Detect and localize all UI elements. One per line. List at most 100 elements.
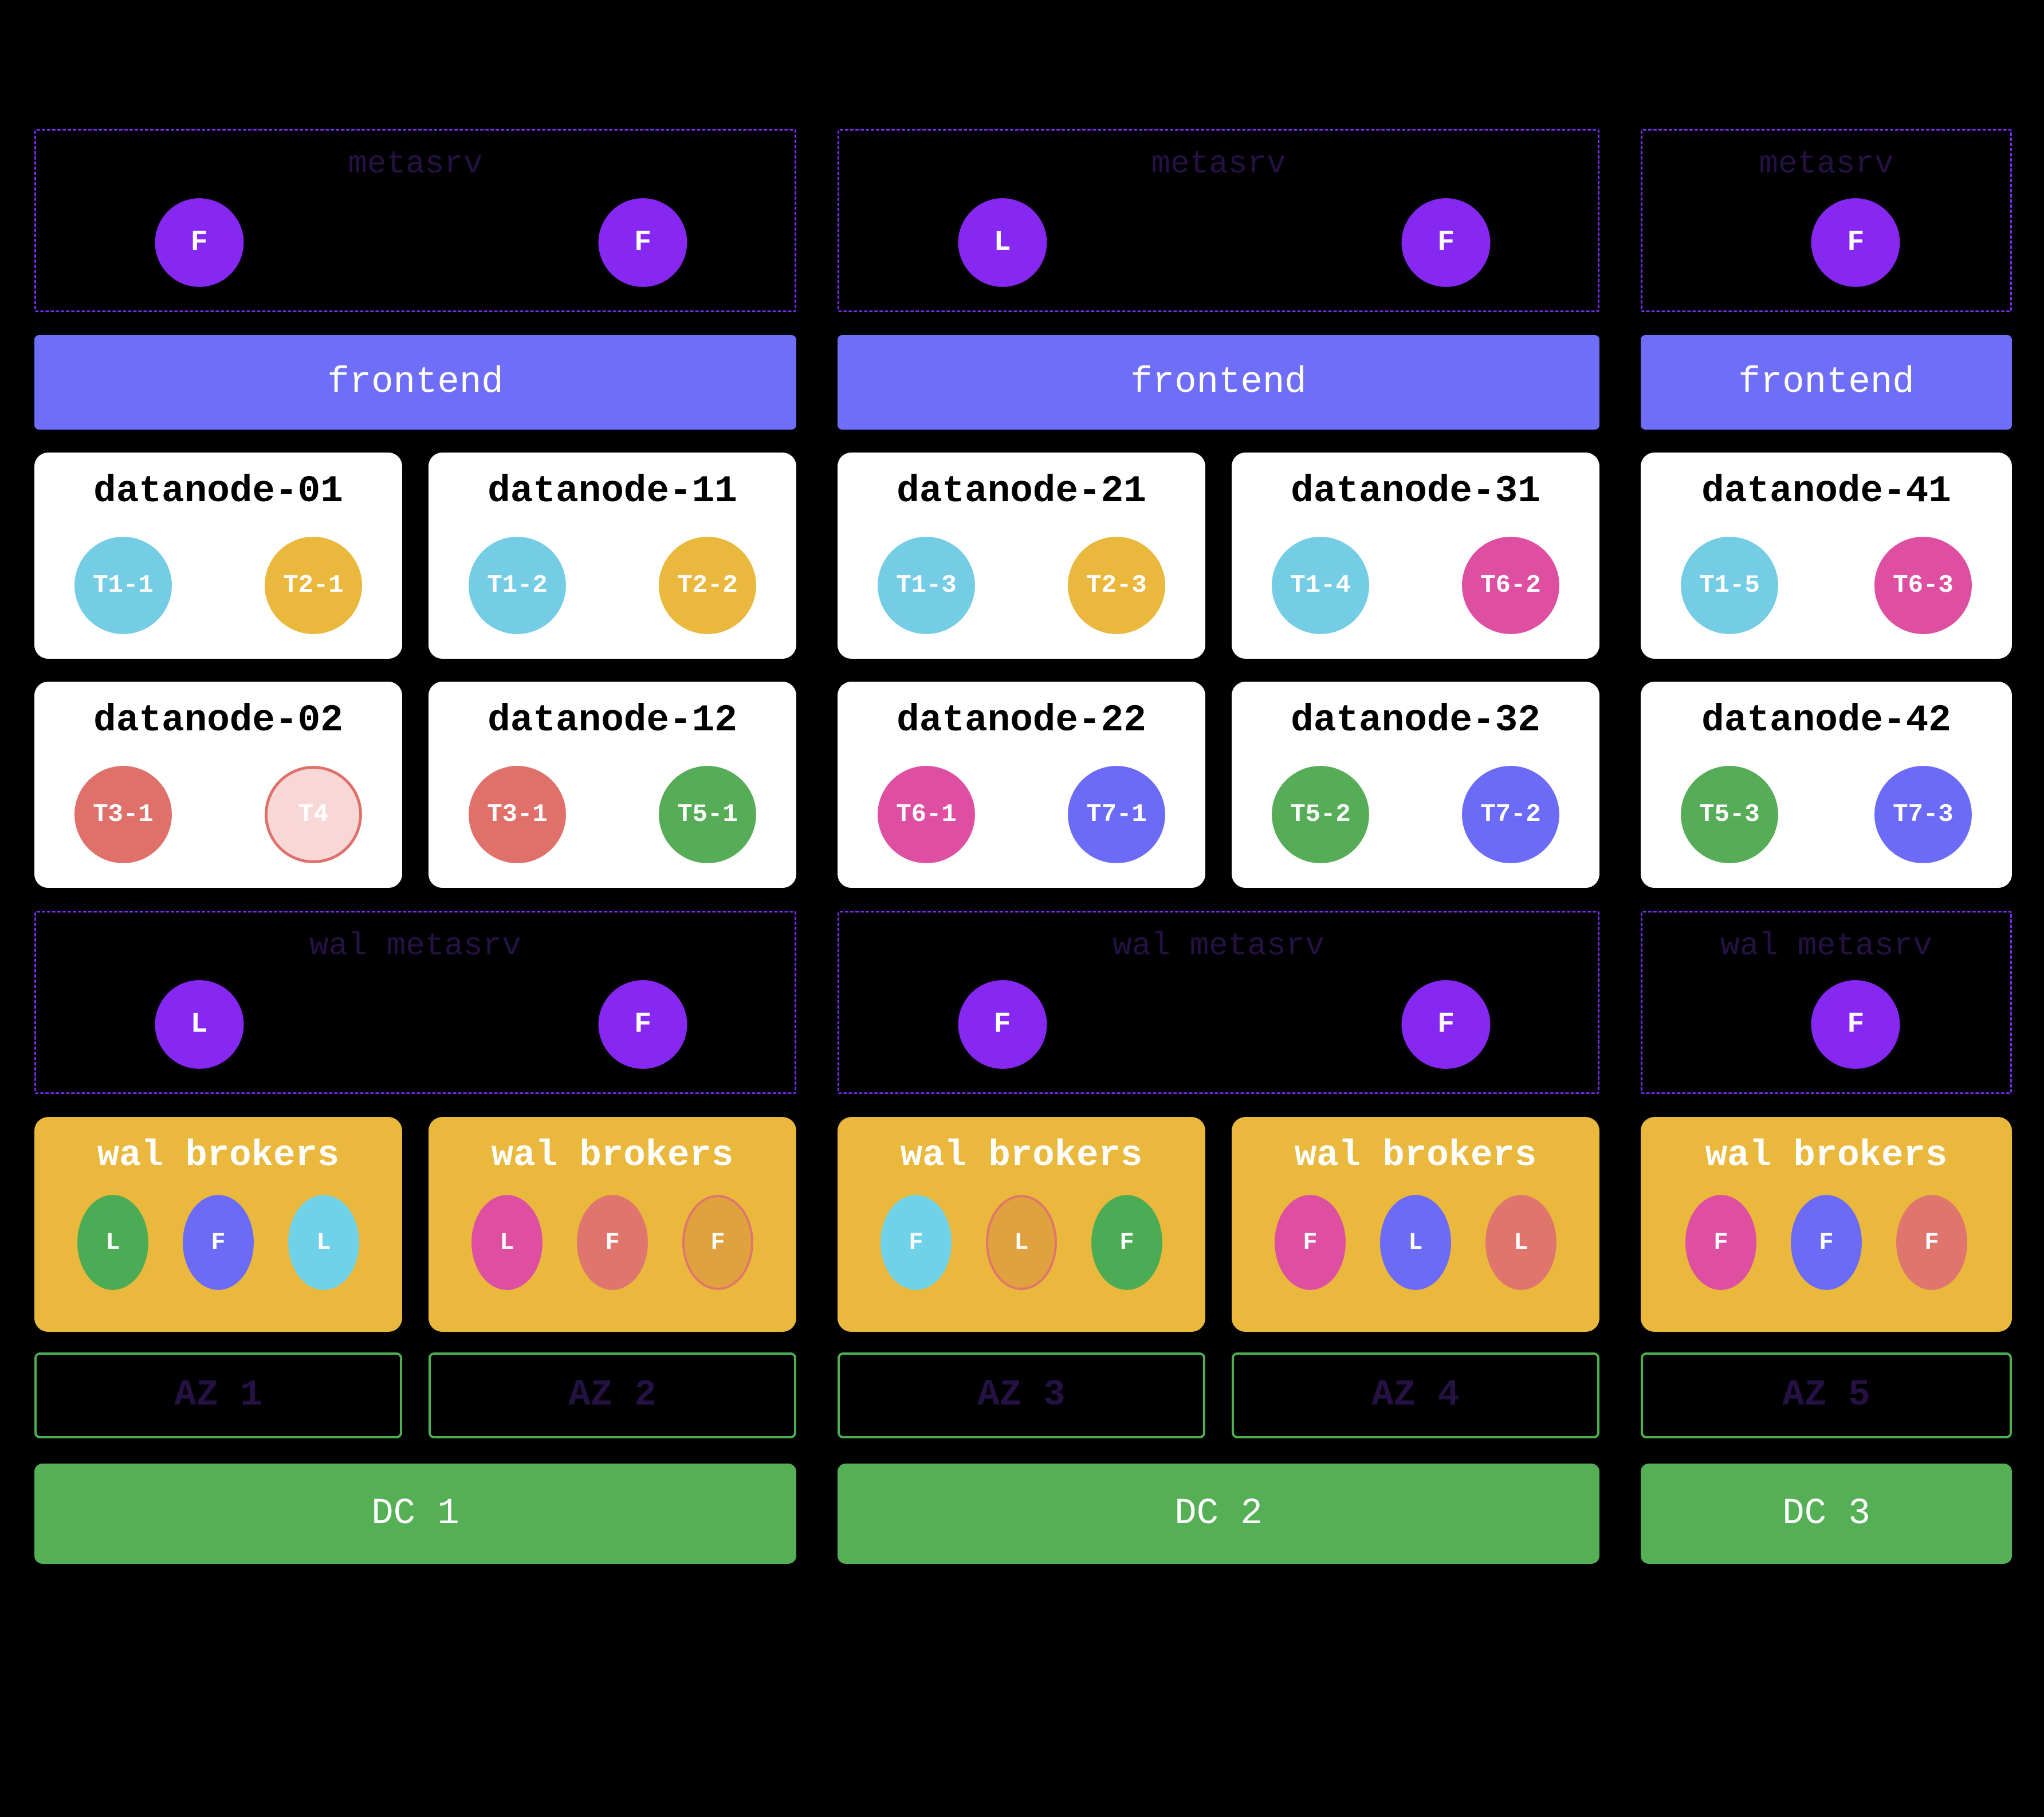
wal-brokers-title: wal brokers — [1294, 1135, 1537, 1177]
region-circle: T5-3 — [1681, 766, 1778, 863]
wal-brokers-title: wal brokers — [491, 1135, 734, 1177]
datanode-row: datanode-41 T1-5 T6-3 — [1641, 453, 2012, 659]
wal-metasrv-title: wal metasrv — [1720, 927, 1932, 964]
broker-pill: F — [682, 1195, 753, 1290]
datanode-card: datanode-11 T1-2 T2-2 — [429, 453, 796, 659]
az-row: AZ 1 AZ 2 — [34, 1352, 796, 1438]
broker-pill: F — [183, 1195, 254, 1290]
datanode-card: datanode-01 T1-1 T2-1 — [34, 453, 402, 659]
datanode-title: datanode-21 — [897, 470, 1146, 513]
broker-pill: F — [1685, 1195, 1756, 1290]
region-circle: T1-1 — [74, 537, 172, 634]
wal-brokers-box: wal brokers F L L — [1232, 1117, 1599, 1332]
region-circle: T1-4 — [1272, 537, 1369, 634]
frontend-bar: frontend — [838, 335, 1599, 430]
az-row: AZ 5 — [1641, 1352, 2012, 1438]
wal-brokers-title: wal brokers — [97, 1135, 340, 1177]
metasrv-title: metasrv — [348, 145, 483, 182]
broker-pill-row: L F L — [34, 1195, 402, 1290]
region-row: T5-3 T7-3 — [1641, 766, 2012, 863]
datanode-title: datanode-31 — [1291, 470, 1540, 513]
datanode-row: datanode-01 T1-1 T2-1 datanode-11 T1-2 T… — [34, 453, 796, 659]
dc2-group: metasrv L F frontend datanode-21 T1-3 T2… — [838, 129, 1599, 1564]
metasrv-box: metasrv F — [1641, 129, 2012, 312]
region-row: T1-4 T6-2 — [1232, 537, 1599, 634]
datanode-title: datanode-22 — [897, 699, 1146, 742]
region-circle: T6-1 — [878, 766, 975, 863]
broker-pill: L — [288, 1195, 359, 1290]
region-circle: T5-2 — [1272, 766, 1369, 863]
wal-brokers-box: wal brokers L F L — [34, 1117, 402, 1332]
metasrv-box: metasrv L F — [838, 129, 1599, 312]
frontend-bar: frontend — [1641, 335, 2012, 430]
region-circle: T7-2 — [1462, 766, 1559, 863]
region-circle: T2-3 — [1068, 537, 1165, 634]
broker-pill: L — [471, 1195, 543, 1290]
az-box: AZ 3 — [838, 1352, 1205, 1438]
datanode-card: datanode-41 T1-5 T6-3 — [1641, 453, 2012, 659]
wal-metasrv-box: wal metasrv L F — [34, 911, 796, 1094]
broker-pill: F — [1091, 1195, 1162, 1290]
broker-pill: L — [1485, 1195, 1556, 1290]
datanode-title: datanode-01 — [93, 470, 343, 513]
broker-pill-row: F F F — [1641, 1195, 2012, 1290]
datanode-card: datanode-32 T5-2 T7-2 — [1232, 682, 1599, 888]
broker-pill-row: L F F — [429, 1195, 796, 1290]
metasrv-title: metasrv — [1759, 145, 1894, 182]
dc-bar: DC 1 — [34, 1464, 796, 1564]
wal-metasrv-title: wal metasrv — [309, 927, 521, 964]
region-circle: T6-3 — [1874, 537, 1972, 634]
region-circle: T4 — [265, 766, 362, 863]
wal-metasrv-title: wal metasrv — [1113, 927, 1324, 964]
dc1-group: metasrv F F frontend datanode-01 T1-1 T2… — [34, 129, 796, 1564]
datanode-row: datanode-42 T5-3 T7-3 — [1641, 682, 2012, 888]
datanode-card: datanode-21 T1-3 T2-3 — [838, 453, 1205, 659]
datanode-title: datanode-41 — [1701, 470, 1951, 513]
datanode-title: datanode-12 — [488, 699, 737, 742]
az-box: AZ 1 — [34, 1352, 402, 1438]
dc-bar: DC 3 — [1641, 1464, 2012, 1564]
wal-brokers-box: wal brokers F L F — [838, 1117, 1205, 1332]
broker-pill: F — [1791, 1195, 1862, 1290]
region-row: T5-2 T7-2 — [1232, 766, 1599, 863]
wal-metasrv-node: F — [598, 980, 687, 1069]
az-box: AZ 2 — [429, 1352, 796, 1438]
wal-metasrv-node: F — [1401, 980, 1491, 1069]
datanode-card: datanode-02 T3-1 T4 — [34, 682, 402, 888]
wal-brokers-box: wal brokers F F F — [1641, 1117, 2012, 1332]
datanode-title: datanode-42 — [1701, 699, 1951, 742]
region-row: T1-2 T2-2 — [429, 537, 796, 634]
dc3-group: metasrv F frontend datanode-41 T1-5 T6-3… — [1641, 129, 2012, 1564]
dc-bar: DC 2 — [838, 1464, 1599, 1564]
wal-brokers-row: wal brokers F F F — [1641, 1117, 2012, 1332]
broker-pill: L — [77, 1195, 148, 1290]
datanode-row: datanode-21 T1-3 T2-3 datanode-31 T1-4 T… — [838, 453, 1599, 659]
wal-brokers-box: wal brokers L F F — [429, 1117, 796, 1332]
metasrv-box: metasrv F F — [34, 129, 796, 312]
region-circle: T1-3 — [878, 537, 975, 634]
wal-metasrv-node: L — [155, 980, 244, 1069]
datanode-title: datanode-02 — [93, 699, 343, 742]
frontend-bar: frontend — [34, 335, 796, 430]
diagram-root: metasrv F F frontend datanode-01 T1-1 T2… — [34, 129, 2012, 1564]
wal-metasrv-box: wal metasrv F — [1641, 911, 2012, 1094]
region-row: T1-5 T6-3 — [1641, 537, 2012, 634]
broker-pill-row: F L F — [838, 1195, 1205, 1290]
region-circle: T7-3 — [1874, 766, 1972, 863]
datanode-card: datanode-42 T5-3 T7-3 — [1641, 682, 2012, 888]
broker-pill: F — [881, 1195, 952, 1290]
region-row: T6-1 T7-1 — [838, 766, 1205, 863]
datanode-card: datanode-12 T3-1 T5-1 — [429, 682, 796, 888]
metasrv-node: F — [598, 198, 687, 287]
region-row: T3-1 T4 — [34, 766, 402, 863]
metasrv-node: F — [155, 198, 244, 287]
datanode-title: datanode-11 — [488, 470, 737, 513]
region-circle: T1-2 — [469, 537, 566, 634]
broker-pill: F — [1275, 1195, 1346, 1290]
broker-pill: F — [1896, 1195, 1967, 1290]
region-circle: T1-5 — [1681, 537, 1778, 634]
region-row: T1-1 T2-1 — [34, 537, 402, 634]
datanode-row: datanode-22 T6-1 T7-1 datanode-32 T5-2 T… — [838, 682, 1599, 888]
metasrv-node: F — [1401, 198, 1491, 287]
